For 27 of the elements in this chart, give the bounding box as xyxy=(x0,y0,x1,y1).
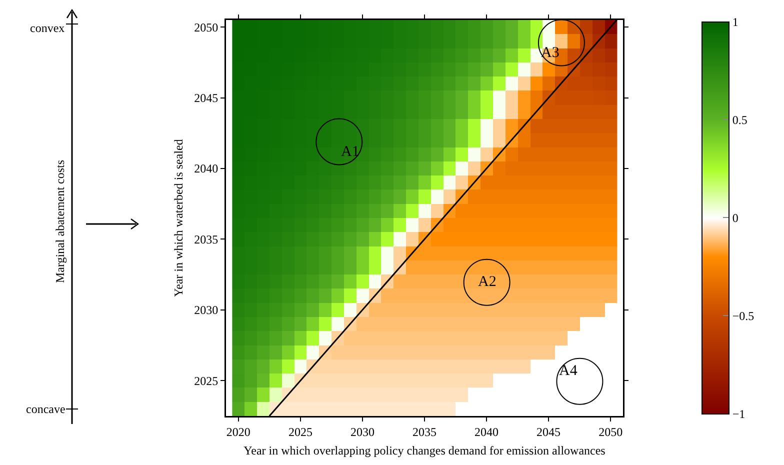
annotation: A4 xyxy=(559,363,578,379)
x-tick-label: 2030 xyxy=(350,424,374,439)
y-tick-label: 2045 xyxy=(194,90,218,105)
y-tick-label: 2025 xyxy=(194,374,218,388)
y-tick-label: 2050 xyxy=(194,20,218,34)
annotation: A2 xyxy=(478,274,496,290)
color-bar-label: 1 xyxy=(732,14,738,29)
x-tick-label: 2045 xyxy=(536,424,561,439)
x-axis-title: Year in which overlapping policy changes demand for emission allowances xyxy=(244,444,606,458)
annotation: A3 xyxy=(541,45,560,61)
y-tick-label: 2030 xyxy=(194,303,218,318)
text: concave xyxy=(26,402,66,416)
color-bar-label: 0.5 xyxy=(732,112,748,127)
text: Marginal abatement costs xyxy=(53,160,68,284)
x-tick-label: 2050 xyxy=(598,424,623,439)
y-axis-title: Year in which waterbed is sealed xyxy=(172,139,186,297)
x-tick-label: 2025 xyxy=(288,424,312,439)
x-tick-label: 2035 xyxy=(412,424,436,439)
y-tick-label: 2035 xyxy=(194,232,218,246)
x-tick-label: 2020 xyxy=(226,424,250,439)
text: convex xyxy=(30,21,65,35)
color-bar-label: −1 xyxy=(732,406,746,421)
color-bar-label: −0.5 xyxy=(732,308,754,323)
annotation: A1 xyxy=(341,144,360,160)
y-tick-label: 2040 xyxy=(194,162,218,176)
color-bar-label: 0 xyxy=(732,210,738,225)
x-tick-label: 2040 xyxy=(474,424,499,439)
